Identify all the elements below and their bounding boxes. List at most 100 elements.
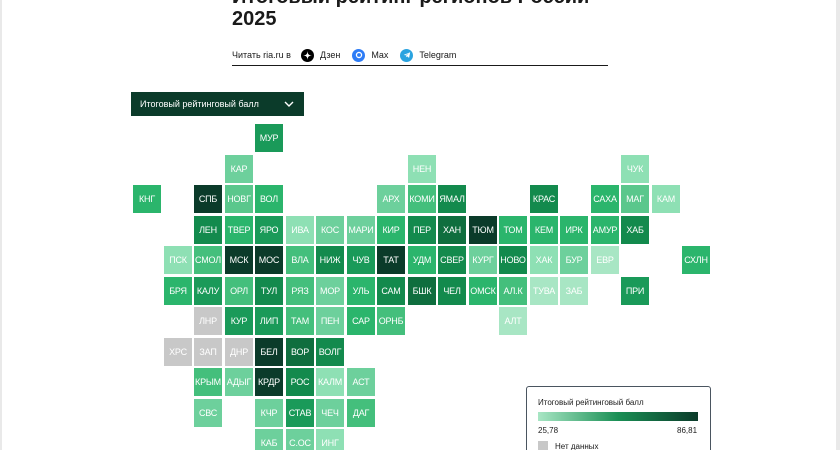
region-tile[interactable]: СВС [194, 399, 222, 427]
region-tile[interactable]: ВОЛ [255, 185, 283, 213]
region-tile[interactable]: САР [347, 307, 375, 335]
region-tile[interactable]: КНГ [133, 185, 161, 213]
region-tile[interactable]: РЯЗ [286, 277, 314, 305]
region-tile[interactable]: ТАМ [286, 307, 314, 335]
region-tile[interactable]: ЛИП [255, 307, 283, 335]
region-tile[interactable]: КАР [225, 155, 253, 183]
region-tile[interactable]: АДЫГ [225, 368, 253, 396]
region-tile[interactable]: КЧР [255, 399, 283, 427]
region-tile[interactable]: ПЕН [316, 307, 344, 335]
region-tile[interactable]: НОВГ [225, 185, 253, 213]
region-tile[interactable]: СПБ [194, 185, 222, 213]
region-tile[interactable]: АРХ [377, 185, 405, 213]
region-tile[interactable]: САХА [591, 185, 619, 213]
share-dzen-link[interactable]: Дзен [300, 48, 340, 62]
region-tile[interactable]: ПСК [164, 246, 192, 274]
region-tile[interactable]: ДАГ [347, 399, 375, 427]
region-tile[interactable]: МАГ [621, 185, 649, 213]
region-tile[interactable]: МОР [316, 277, 344, 305]
legend-max-value: 86,81 [677, 426, 698, 435]
region-tile[interactable]: ЗАБ [560, 277, 588, 305]
region-tile[interactable]: ВОР [286, 338, 314, 366]
region-tile[interactable]: КАЛМ [316, 368, 344, 396]
region-tile[interactable]: С.ОС [286, 429, 314, 450]
share-telegram-link[interactable]: Telegram [400, 48, 456, 62]
region-tile[interactable]: БРЯ [164, 277, 192, 305]
region-tile[interactable]: ТУВА [530, 277, 558, 305]
region-tile[interactable]: ЧУВ [347, 246, 375, 274]
region-tile[interactable]: КОС [316, 216, 344, 244]
region-tile[interactable]: ЕВР [591, 246, 619, 274]
region-tile[interactable]: БШК [408, 277, 436, 305]
region-tile[interactable]: РОС [286, 368, 314, 396]
region-tile[interactable]: ТАТ [377, 246, 405, 274]
region-tile[interactable]: МУР [255, 124, 283, 152]
region-tile[interactable]: НИЖ [316, 246, 344, 274]
region-tile[interactable]: СТАВ [286, 399, 314, 427]
region-tile[interactable]: УЛЬ [347, 277, 375, 305]
region-tile[interactable]: ЯРО [255, 216, 283, 244]
region-tile[interactable]: МСК [225, 246, 253, 274]
region-tile[interactable]: КАМ [652, 185, 680, 213]
region-tile[interactable]: АЛТ [499, 307, 527, 335]
indicator-select[interactable]: Итоговый рейтинговый балл [131, 92, 304, 116]
region-tile[interactable]: КРАС [530, 185, 558, 213]
region-tile[interactable]: УДМ [408, 246, 436, 274]
region-tile[interactable]: САМ [377, 277, 405, 305]
region-tile[interactable]: АМУР [591, 216, 619, 244]
share-max-link[interactable]: Max [352, 48, 389, 62]
region-tile[interactable]: КИР [377, 216, 405, 244]
region-tile[interactable]: СВЕР [438, 246, 466, 274]
region-tile[interactable]: КАЛУ [194, 277, 222, 305]
region-tile[interactable]: ЧЕЛ [438, 277, 466, 305]
region-tile[interactable]: ХАН [438, 216, 466, 244]
region-tile[interactable]: БЕЛ [255, 338, 283, 366]
region-tile[interactable]: ИРК [560, 216, 588, 244]
region-tile[interactable]: ХРС [164, 338, 192, 366]
region-tile[interactable]: ТОМ [499, 216, 527, 244]
region-tile[interactable]: КОМИ [408, 185, 436, 213]
region-tile[interactable]: ВОЛГ [316, 338, 344, 366]
region-tile[interactable]: КРЫМ [194, 368, 222, 396]
legend-no-data-swatch [538, 441, 548, 450]
region-tile[interactable]: НОВО [499, 246, 527, 274]
region-tile[interactable]: ТУЛ [255, 277, 283, 305]
region-tile[interactable]: ПЕР [408, 216, 436, 244]
page-title-line1: Итоговый рейтинг регионов России [232, 0, 589, 8]
region-tile[interactable]: БУР [560, 246, 588, 274]
region-tile[interactable]: КУР [225, 307, 253, 335]
region-tile[interactable]: ХАБ [621, 216, 649, 244]
region-tile[interactable]: НЕН [408, 155, 436, 183]
region-tile[interactable]: ТВЕР [225, 216, 253, 244]
page-edge-left [0, 0, 2, 450]
region-tile[interactable]: ВЛА [286, 246, 314, 274]
page-title-line2: 2025 [232, 8, 277, 30]
region-tile[interactable]: МОС [255, 246, 283, 274]
region-tile[interactable]: ЧЕЧ [316, 399, 344, 427]
region-tile[interactable]: ОРНБ [377, 307, 405, 335]
share-max-label: Max [371, 50, 389, 60]
region-tile[interactable]: СХЛН [682, 246, 710, 274]
region-tile[interactable]: ИНГ [316, 429, 344, 450]
region-tile[interactable]: ЧУК [621, 155, 649, 183]
region-tile[interactable]: СМОЛ [194, 246, 222, 274]
region-tile[interactable]: ТЮМ [469, 216, 497, 244]
region-tile[interactable]: ЗАП [194, 338, 222, 366]
region-tile[interactable]: КАБ [255, 429, 283, 450]
legend-color-scale [538, 412, 698, 421]
region-tile[interactable]: ПРИ [621, 277, 649, 305]
region-tile[interactable]: КРДР [255, 368, 283, 396]
region-tile[interactable]: ИВА [286, 216, 314, 244]
region-tile[interactable]: КЕМ [530, 216, 558, 244]
region-tile[interactable]: КУРГ [469, 246, 497, 274]
region-tile[interactable]: АСТ [347, 368, 375, 396]
region-tile[interactable]: МАРИ [347, 216, 375, 244]
region-tile[interactable]: ОМСК [469, 277, 497, 305]
region-tile[interactable]: ЛНР [194, 307, 222, 335]
region-tile[interactable]: АЛ.К [499, 277, 527, 305]
region-tile[interactable]: ЯМАЛ [438, 185, 466, 213]
region-tile[interactable]: ДНР [225, 338, 253, 366]
region-tile[interactable]: ХАК [530, 246, 558, 274]
region-tile[interactable]: ЛЕН [194, 216, 222, 244]
region-tile[interactable]: ОРЛ [225, 277, 253, 305]
